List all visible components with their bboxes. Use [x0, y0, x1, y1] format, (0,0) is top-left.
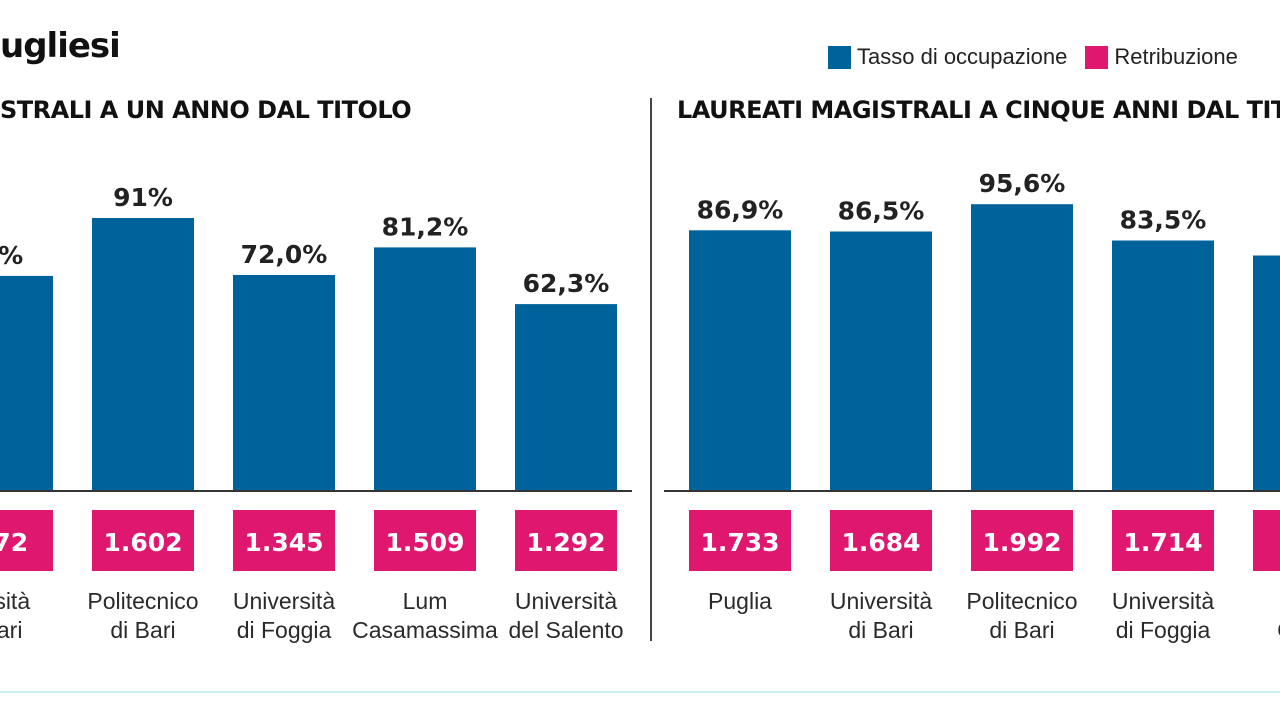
salary-box: [233, 510, 335, 571]
salary-box: [1112, 510, 1214, 571]
occupation-bar: [233, 275, 335, 491]
category-label: Puglia: [708, 588, 772, 614]
chart-title: ugliesi: [0, 26, 121, 66]
salary-box: [1253, 510, 1280, 571]
legend-item-occupation: Tasso di occupazione: [828, 44, 1067, 70]
occupation-bar: [0, 275, 53, 491]
occupation-bar: [689, 230, 791, 492]
occupation-value-label: 86,5%: [838, 197, 925, 226]
occupation-bar: [374, 247, 476, 491]
salary-box: [830, 510, 932, 571]
occupation-bar: [830, 231, 932, 491]
salary-value-label: 1.992: [982, 528, 1061, 557]
occupation-value-label: 72,0%: [241, 240, 328, 269]
category-label: Casamassima: [352, 617, 498, 643]
salary-value-label: 1.292: [526, 528, 605, 557]
category-label: Casa: [1277, 617, 1280, 643]
category-label: di Bari: [110, 617, 175, 643]
legend-item-salary: Retribuzione: [1085, 44, 1238, 70]
occupation-value-label: 86,9%: [697, 195, 784, 224]
category-label: del Salento: [508, 617, 623, 643]
salary-value-label: 1.714: [1123, 528, 1202, 557]
category-label: Bari: [0, 617, 22, 643]
salary-box: [971, 510, 1073, 571]
legend-swatch-occupation: [828, 45, 851, 69]
salary-box: [92, 510, 194, 571]
salary-value-label: 572: [0, 528, 28, 557]
category-label: Università: [830, 588, 932, 614]
occupation-value-label: 91%: [113, 183, 173, 212]
panel-title-five-years: LAUREATI MAGISTRALI A CINQUE ANNI DAL TI…: [677, 96, 1280, 124]
salary-box: [689, 510, 791, 571]
bottom-rule: [0, 691, 1280, 693]
occupation-bar: [92, 218, 194, 491]
category-label: di Foggia: [1116, 617, 1211, 643]
occupation-bar: [515, 304, 617, 491]
legend-label-occupation: Tasso di occupazione: [857, 44, 1068, 69]
category-label: Politecnico: [87, 588, 198, 614]
occupation-value-label: 7%: [0, 241, 23, 270]
panel-title-one-year: STRALI A UN ANNO DAL TITOLO: [0, 96, 412, 124]
category-label: di Bari: [848, 617, 913, 643]
occupation-bar: [1112, 240, 1214, 491]
occupation-bar: [1253, 255, 1280, 491]
legend-swatch-salary: [1085, 45, 1109, 69]
occupation-value-label: 95,6%: [979, 169, 1066, 198]
salary-value-label: 1.602: [103, 528, 182, 557]
category-label: ersità: [0, 588, 30, 614]
legend-label-salary: Retribuzione: [1114, 44, 1238, 69]
salary-value-label: 1.684: [841, 528, 920, 557]
salary-box: [374, 510, 476, 571]
category-label: Università: [233, 588, 335, 614]
occupation-value-label: 62,3%: [523, 269, 610, 298]
salary-value-label: 1.345: [244, 528, 323, 557]
category-label: Università: [1112, 588, 1214, 614]
salary-box: [515, 510, 617, 571]
panel-divider: [650, 98, 652, 641]
occupation-value-label: 81,2%: [382, 212, 469, 241]
category-label: Politecnico: [966, 588, 1077, 614]
category-label: Università: [515, 588, 617, 614]
occupation-value-label: 83,5%: [1120, 206, 1207, 235]
salary-box: [0, 510, 53, 571]
salary-value-label: 1.509: [385, 528, 464, 557]
salary-value-label: 1.733: [700, 528, 779, 557]
occupation-bar: [971, 204, 1073, 491]
category-label: di Bari: [989, 617, 1054, 643]
legend: Tasso di occupazione Retribuzione: [828, 44, 1256, 70]
category-label: di Foggia: [237, 617, 332, 643]
category-label: Lum: [403, 588, 448, 614]
